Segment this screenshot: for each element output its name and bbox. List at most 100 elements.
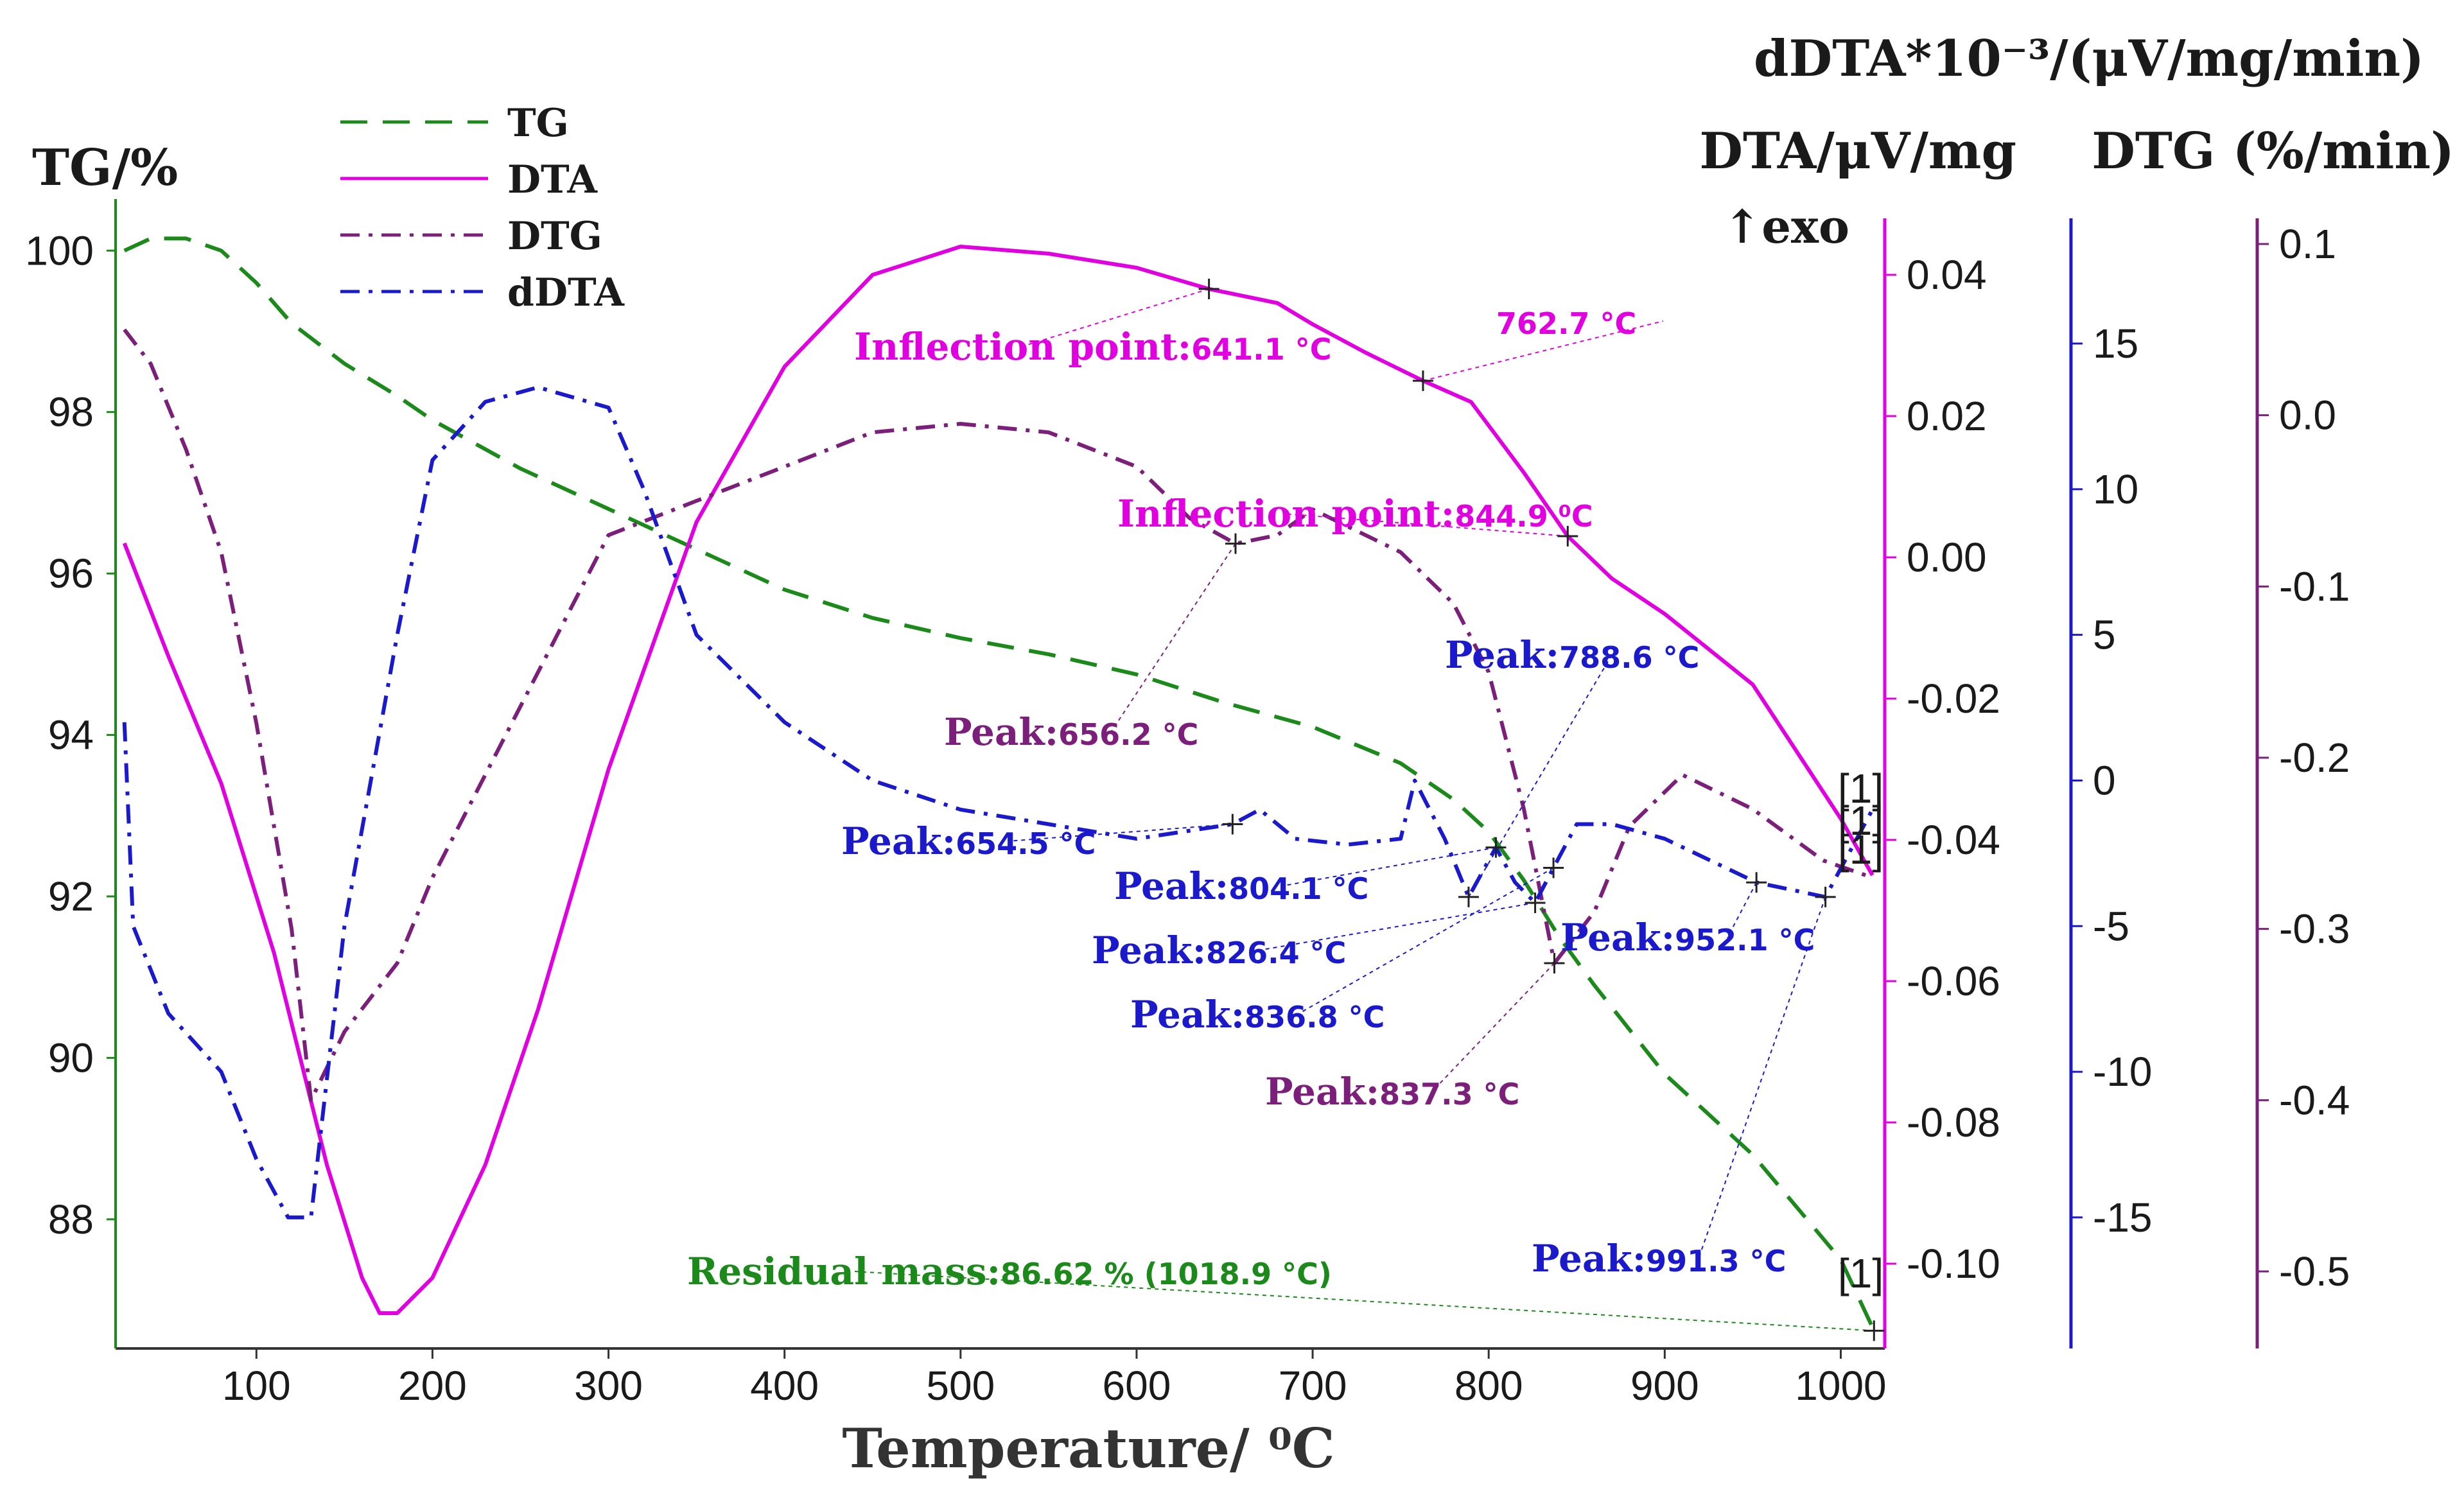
annotation-prefix: Peak: [1114,864,1228,908]
annotation-label: Peak:836.8 °C [1130,993,1385,1036]
annotation-value: 804.1 °C [1228,871,1368,906]
annotation-value: 826.4 °C [1206,936,1346,970]
annotation-marker [1225,533,1246,554]
annotation-marker [1412,371,1433,391]
legend: TG DTA DTG dDTA [340,101,625,315]
annotation-leader [1698,896,1826,1259]
dtg-tick-label: -0.1 [2279,563,2350,609]
dta-tick-label: 0.00 [1907,534,1987,580]
label-layer: TG/% Temperature/ ⁰C dDTA*10⁻³/(μV/mg/mi… [32,30,2454,1480]
annotation-marker [1557,526,1578,546]
annotation-label: Peak:656.2 °C [944,710,1198,754]
dtg-tick-label: -0.2 [2279,735,2350,781]
dtg-tick-label: 0.1 [2279,221,2336,267]
end-marker-label: [1] [1838,798,1883,844]
dtg-tick-label: -0.3 [2279,906,2350,952]
dta-tick-label: -0.08 [1907,1099,2000,1146]
tg-tick-label: 96 [48,550,94,597]
x-tick-label: 100 [222,1363,291,1409]
series-tg-line [123,236,1876,1332]
dtg-tick-label: 0.0 [2279,392,2336,439]
annotation-marker [1458,886,1479,907]
annotation-leader [1422,320,1664,381]
x-tick-label: 300 [574,1363,643,1409]
end-marker-label: [1] [1838,765,1883,812]
ddta-tick-label: 0 [2093,757,2116,803]
annotation-label: Inflection point:641.1 °C [854,325,1331,369]
annotation-layer: Inflection point:641.1 °C 762.7 °C Inflect… [687,279,1885,1341]
annotation-leader [1727,882,1758,938]
annotation-leader [1110,543,1236,733]
ddta-tick-label: 10 [2093,466,2138,512]
dta-tick-label: 0.04 [1907,252,1987,298]
annotation-value: 991.3 °C [1646,1244,1786,1278]
annotation-leader [1431,963,1555,1092]
annotation-leader [1284,513,1568,537]
tg-tick-label: 98 [48,389,94,435]
annotation-marker [1746,872,1767,893]
annotation-label: Peak:826.4 °C [1092,929,1346,972]
annotation-label: Peak:788.6 °C [1445,633,1699,677]
annotation-leader [1280,846,1496,887]
x-tick-label: 900 [1630,1363,1699,1409]
dta-tick-label: 0.02 [1907,393,1987,439]
ddta-tick-label: -15 [2093,1194,2153,1241]
annotation-marker [1815,886,1836,907]
tg-tick-label: 90 [48,1034,94,1081]
annotation-leader [1008,823,1233,842]
annotation-leader [1258,902,1535,951]
annotation-prefix: Peak: [841,819,956,863]
annotation-value: 656.2 °C [1058,717,1198,752]
annotation-value: 762.7 °C [1496,306,1636,341]
dta-tick-label: -0.02 [1907,676,2000,722]
annotation-prefix: Peak: [1532,1237,1646,1280]
dta-tick-label: -0.10 [1907,1241,2000,1287]
annotation-label: 762.7 °C [1496,306,1636,341]
annotation-value: 952.1 °C [1675,923,1815,957]
legend-label-dta: DTA [507,157,598,202]
annotation-prefix: Peak: [1445,633,1559,677]
annotation-marker [1864,1320,1885,1341]
ddta-tick-label: 15 [2093,320,2138,367]
dta-exo-note: ↑exo [1723,199,1849,254]
annotation-value: 836.8 °C [1245,1000,1385,1034]
x-tick-label: 700 [1279,1363,1347,1409]
annotation-prefix: Peak: [1092,929,1206,972]
annotation-label: Peak:837.3 °C [1265,1070,1519,1113]
series-dtg-line [123,328,1873,1103]
annotation-value: 844.9 ⁰C [1455,499,1593,534]
annotation-value: 837.3 °C [1379,1077,1519,1112]
x-tick-label: 1000 [1795,1363,1886,1409]
x-tick-label: 800 [1455,1363,1523,1409]
annotation-value: 654.5 °C [956,826,1096,861]
legend-label-tg: TG [507,101,569,146]
dta-tick-label: -0.06 [1907,958,2000,1004]
legend-label-ddta: dDTA [507,270,625,315]
annotation-marker [1222,814,1243,835]
annotation-label: Peak:804.1 °C [1114,864,1368,908]
dtg-tick-label: -0.5 [2279,1248,2350,1295]
annotation-leader [853,1271,1874,1332]
ddta-tick-label: -5 [2093,903,2129,949]
annotation-prefix: Inflection point: [854,325,1191,369]
annotation-prefix: Peak: [1560,916,1675,959]
tg-tick-label: 100 [25,227,94,274]
annotation-leader [1020,288,1209,347]
annotation-leader [1468,654,1612,898]
annotation-marker [1198,279,1219,299]
end-marker-label: [1] [1838,1250,1883,1296]
x-tick-label: 400 [750,1363,819,1409]
annotation-marker [1544,953,1565,973]
series-dta-line [122,245,1874,1315]
annotation-label: Residual mass:86.62 % (1018.9 °C) [687,1250,1332,1293]
x-tick-label: 200 [398,1363,467,1409]
annotation-prefix: Peak: [1265,1070,1379,1113]
tg-axis-title: TG/% [32,139,178,197]
ddta-tick-label: 5 [2093,612,2116,658]
annotation-value: 641.1 °C [1191,332,1331,367]
annotation-prefix: Residual mass: [687,1250,1000,1293]
annotation-value: 86.62 % (1018.9 °C) [1000,1257,1332,1291]
x-tick-label: 600 [1103,1363,1171,1409]
dta-axis-title: DTA/μV/mg [1699,122,2016,180]
x-tick-label: 500 [926,1363,995,1409]
